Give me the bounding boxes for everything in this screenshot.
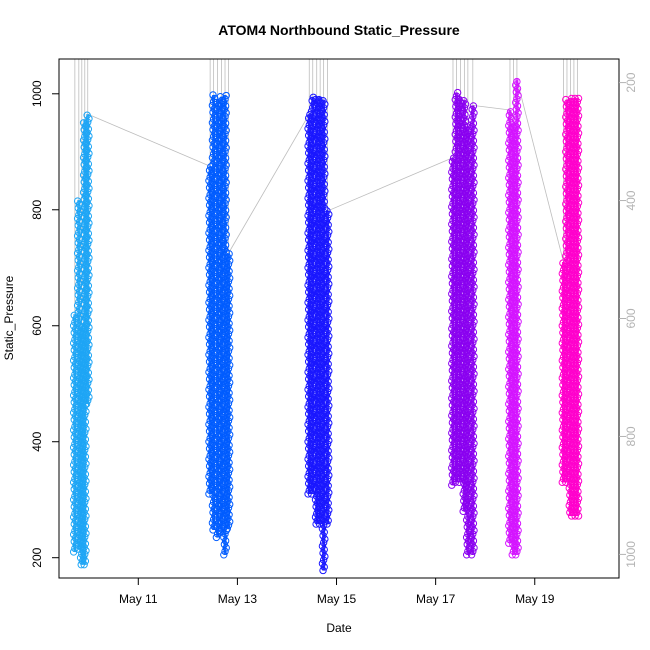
series-connector — [516, 79, 564, 263]
profile — [467, 102, 478, 559]
x-tick-label: May 17 — [416, 592, 456, 606]
right-tick-label: 1000 — [624, 541, 638, 568]
y-tick-label: 400 — [30, 431, 44, 451]
series-6 — [558, 94, 583, 520]
series-3 — [304, 93, 333, 575]
series-connector — [87, 113, 211, 167]
profile — [512, 77, 522, 559]
x-tick-label: May 11 — [119, 592, 158, 606]
chart-title: ATOM4 Northbound Static_Pressure — [218, 22, 460, 38]
y-axis-right: 200 400 600 800 1000 — [619, 72, 638, 568]
right-tick-label: 800 — [624, 426, 638, 446]
right-tick-label: 200 — [624, 72, 638, 92]
y-axis-label: Static_Pressure — [2, 275, 16, 360]
x-tick-label: May 19 — [515, 592, 555, 606]
series-connector — [472, 104, 511, 111]
right-tick-label: 400 — [624, 190, 638, 210]
profile — [82, 111, 93, 408]
x-tick-label: May 13 — [218, 592, 258, 606]
series-connector — [327, 157, 454, 212]
series-5 — [505, 77, 522, 559]
plot-frame — [58, 58, 620, 579]
x-axis: May 11 May 13 May 15 May 17 May 19 — [119, 578, 555, 606]
profile — [223, 250, 234, 533]
y-axis: 200 400 600 800 1000 — [30, 80, 59, 568]
series-1 — [69, 111, 93, 569]
data-points — [69, 77, 583, 575]
y-tick-label: 600 — [30, 315, 44, 335]
y-tick-label: 1000 — [30, 80, 44, 107]
y-tick-label: 200 — [30, 547, 44, 567]
y-tick-label: 800 — [30, 199, 44, 219]
series-2 — [205, 91, 234, 559]
x-axis-label: Date — [326, 621, 352, 635]
profile — [569, 94, 579, 520]
series-4 — [448, 88, 478, 559]
x-tick-label: May 15 — [317, 592, 357, 606]
right-tick-label: 600 — [624, 308, 638, 328]
series-connector — [228, 113, 310, 254]
profile — [322, 207, 333, 528]
profile — [572, 94, 583, 520]
